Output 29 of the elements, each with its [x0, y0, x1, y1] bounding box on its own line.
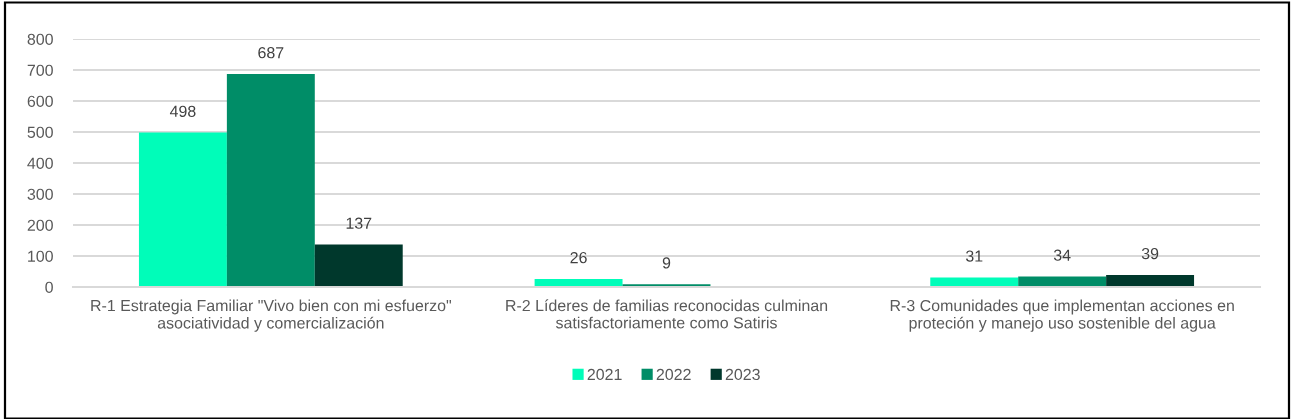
x-tick-label: R-2 Líderes de familias reconocidas culminan satisfactoriamente como Satiris: [506, 299, 828, 329]
y-tick-label: 400: [27, 157, 53, 169]
bar: [1106, 274, 1195, 287]
legend-label: 2023: [725, 368, 760, 381]
bar: [314, 244, 403, 287]
y-tick-label: 800: [27, 33, 53, 45]
legend-label: 2022: [656, 368, 691, 381]
y-tick-label: 500: [27, 126, 53, 138]
y-tick-label: 200: [27, 219, 53, 231]
data-label: 34: [1053, 249, 1071, 261]
bar: [1018, 276, 1107, 287]
data-label: 26: [570, 251, 587, 264]
y-tick-label: 700: [27, 64, 53, 76]
data-label: 39: [1141, 247, 1159, 260]
x-tick-label: R-3 Comunidades que implementan acciones en proteción y manejo uso sostenible del agua: [890, 299, 1234, 332]
data-label: 9: [662, 257, 671, 269]
data-label: 137: [346, 217, 372, 229]
bar: [226, 74, 315, 287]
legend-label: 2021: [587, 368, 622, 381]
bar: [138, 132, 227, 287]
data-label: 687: [258, 47, 284, 59]
y-tick-label: 100: [28, 250, 53, 262]
x-tick-label: R-1 Estrategia Familiar "Vivo bien con mi esfuerzo" asociatividad y comercialización: [91, 299, 452, 332]
y-tick-label: 0: [45, 281, 53, 293]
data-label: 498: [169, 105, 196, 117]
y-tick-label: 300: [27, 188, 53, 200]
data-label: 31: [965, 250, 983, 262]
bar: [930, 277, 1019, 287]
y-tick-label: 600: [27, 95, 53, 107]
